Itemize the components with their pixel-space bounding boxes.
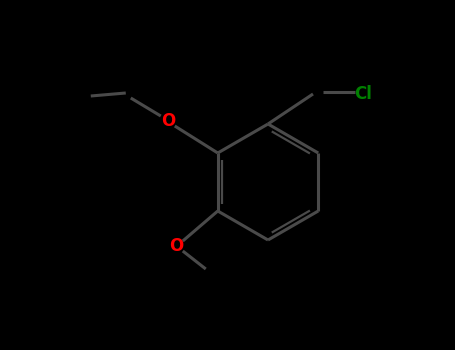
Text: O: O xyxy=(169,237,183,255)
Text: O: O xyxy=(161,112,175,130)
Text: Cl: Cl xyxy=(354,85,372,103)
